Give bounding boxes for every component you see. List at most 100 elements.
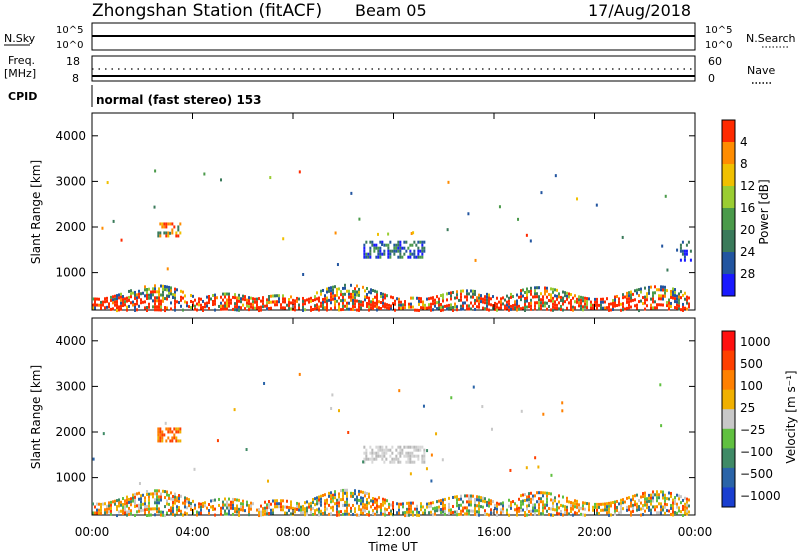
scatter-cell <box>128 509 130 513</box>
scatter-cell <box>468 503 470 507</box>
scatter-cell <box>490 502 492 506</box>
scatter-cell <box>134 492 136 496</box>
scatter-cell <box>612 308 614 312</box>
scatter-cell <box>322 300 324 304</box>
scatter-cell <box>144 306 146 310</box>
scatter-cell <box>332 508 334 512</box>
scatter-cell <box>678 497 680 501</box>
scatter-cell <box>304 510 306 514</box>
scatter-cell <box>194 506 196 510</box>
scatter-cell <box>338 510 340 514</box>
scatter-cell <box>346 494 348 498</box>
scatter-cell <box>352 304 354 308</box>
scatter-cell <box>550 507 552 511</box>
scatter-cell <box>556 508 558 512</box>
scatter-cell <box>146 291 148 295</box>
scatter-cell <box>570 507 572 511</box>
scatter-cell <box>640 501 642 505</box>
scatter-cell <box>570 308 572 312</box>
scatter-cell <box>220 509 222 513</box>
scatter-cell <box>482 499 484 503</box>
scatter-cell <box>397 243 400 247</box>
scatter-cell <box>282 294 284 298</box>
scatter-cell <box>676 505 678 509</box>
scatter-cell <box>570 293 572 297</box>
scatter-cell <box>360 502 362 506</box>
scatter-cell <box>518 295 520 299</box>
scatter-cell <box>282 300 284 304</box>
scatter-cell <box>102 300 104 304</box>
scatter-cell <box>397 460 400 464</box>
scatter-cell <box>318 308 320 312</box>
scatter-cell <box>344 503 346 507</box>
scatter-cell <box>173 436 176 440</box>
scatter-cell <box>564 291 566 295</box>
scatter-cell <box>236 498 238 502</box>
scatter-cell <box>228 298 230 302</box>
scatter-cell <box>134 290 136 294</box>
scatter-cell <box>366 500 368 504</box>
scatter-cell <box>478 501 480 505</box>
scatter-cell <box>450 291 452 295</box>
scatter-cell <box>500 297 502 301</box>
scatter-cell <box>397 451 400 455</box>
scatter-cell <box>238 308 240 312</box>
scatter-cell <box>162 296 164 300</box>
scatter-cell <box>390 304 392 308</box>
scatter-cell <box>268 512 270 516</box>
scatter-cell <box>371 243 374 247</box>
scatter-cell <box>342 286 344 290</box>
scatter-cell <box>118 504 120 508</box>
scatter-cell <box>418 510 420 514</box>
scatter-cell <box>488 501 490 505</box>
scatter-cell <box>419 240 422 244</box>
scatter-cell <box>220 512 222 516</box>
scatter-cell <box>482 297 484 301</box>
scatter-cell <box>448 505 450 509</box>
scatter-cell <box>338 296 340 300</box>
scatter-cell <box>298 170 301 174</box>
scatter-cell <box>158 489 160 493</box>
scatter-cell <box>148 293 150 297</box>
scatter-cell <box>508 296 510 300</box>
scatter-cell <box>369 252 372 256</box>
scatter-cell <box>644 295 646 299</box>
scatter-cell <box>377 249 380 253</box>
scatter-cell <box>428 303 430 307</box>
scatter-cell <box>526 299 528 303</box>
scatter-cell <box>638 508 640 512</box>
scatter-cell <box>184 496 186 500</box>
scatter-cell <box>376 305 378 309</box>
scatter-cell <box>144 508 146 512</box>
scatter-cell <box>393 460 396 464</box>
scatter-cell <box>689 258 692 262</box>
scatter-cell <box>120 500 122 504</box>
scatter-cell <box>284 306 286 310</box>
scatter-cell <box>162 489 164 493</box>
scatter-cell <box>246 500 248 504</box>
scatter-cell <box>642 504 644 508</box>
scatter-cell <box>401 255 404 259</box>
scatter-cell <box>558 307 560 311</box>
scatter-cell <box>393 246 396 250</box>
scatter-cell <box>409 454 412 458</box>
scatter-cell <box>158 302 160 306</box>
scatter-cell <box>388 306 390 310</box>
scatter-cell <box>342 488 344 492</box>
scatter-cell <box>396 511 398 515</box>
scatter-cell <box>169 222 172 226</box>
scatter-cell <box>240 502 242 506</box>
scatter-cell <box>116 294 118 298</box>
scatter-cell <box>516 308 518 312</box>
scatter-cell <box>268 500 270 504</box>
colorbar-segment <box>722 487 735 508</box>
scatter-cell <box>326 287 328 291</box>
colorbar-segment <box>722 120 735 143</box>
scatter-cell <box>595 203 598 207</box>
scatter-cell <box>382 512 384 516</box>
scatter-cell <box>654 505 656 509</box>
scatter-cell <box>544 289 546 293</box>
scatter-cell <box>630 293 632 297</box>
beam-label: Beam 05 <box>355 1 427 20</box>
scatter-cell <box>389 252 392 256</box>
